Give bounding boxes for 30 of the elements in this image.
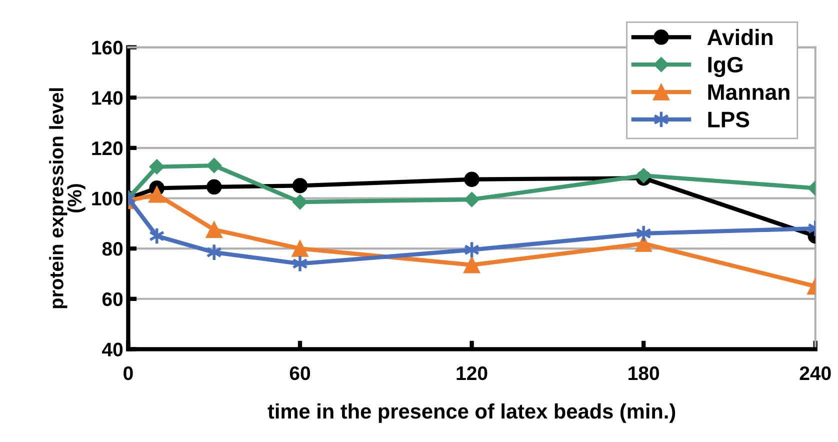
point bbox=[149, 159, 164, 174]
point bbox=[464, 192, 480, 208]
point bbox=[148, 186, 166, 203]
y-axis-title: protein expression level (%) bbox=[49, 88, 86, 308]
legend-label: LPS bbox=[708, 112, 750, 128]
x-tick-label: 240 bbox=[800, 366, 831, 380]
y-tick-label: 100 bbox=[92, 192, 123, 206]
x-tick-label: 0 bbox=[124, 366, 133, 380]
y-tick-label: 140 bbox=[92, 91, 123, 105]
y-tick-label: 120 bbox=[92, 141, 123, 156]
point bbox=[292, 240, 308, 257]
point bbox=[206, 221, 222, 238]
x-tick-label: 120 bbox=[456, 366, 488, 380]
point bbox=[292, 178, 308, 194]
y-tick-label: 160 bbox=[92, 40, 123, 55]
x-axis-title: time in the presence of latex beads (min.) bbox=[268, 403, 676, 423]
legend-label: Mannan bbox=[708, 84, 790, 100]
legend-label: IgG bbox=[708, 56, 742, 78]
x-tick-label: 180 bbox=[628, 366, 660, 380]
point bbox=[635, 235, 652, 252]
point bbox=[464, 172, 480, 188]
y-tick-label: 60 bbox=[102, 292, 123, 306]
point bbox=[292, 194, 308, 210]
point bbox=[463, 256, 480, 274]
point bbox=[206, 179, 222, 195]
y-tick-label: 80 bbox=[102, 242, 123, 256]
x-tick-label: 60 bbox=[290, 366, 310, 380]
y-tick-label: 40 bbox=[102, 342, 123, 356]
point bbox=[206, 158, 222, 174]
legend-label: Avidin bbox=[707, 28, 772, 46]
